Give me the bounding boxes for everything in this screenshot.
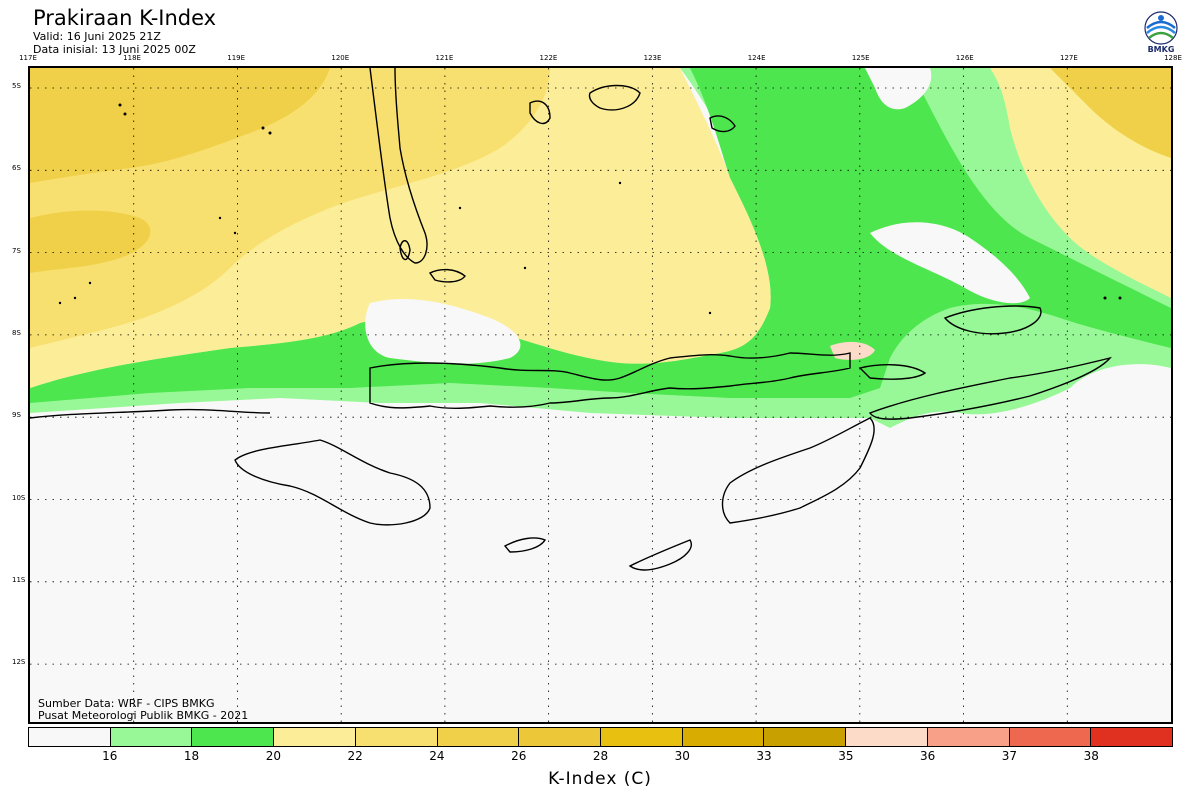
buton-island [428, 268, 466, 283]
colorbar-tick-label: 36 [920, 749, 936, 763]
banggai-island [529, 100, 551, 125]
ambon-island [709, 115, 736, 133]
colorbar-cell [519, 728, 602, 746]
colorbar-tick-label: 33 [756, 749, 772, 763]
colorbar-tick-label: 38 [1083, 749, 1099, 763]
k-index-map [30, 68, 1171, 722]
yellow-mid-zone [30, 68, 330, 183]
colorbar-cell [846, 728, 928, 746]
yellow-mid-zone-2 [30, 210, 151, 273]
colorbar-tick-label: 35 [838, 749, 854, 763]
colorbar-cell [355, 728, 438, 746]
yellow-northeast-zone-2 [1050, 68, 1171, 158]
alor-island [858, 364, 927, 380]
logo-label: BMKG [1147, 45, 1175, 54]
south-coast [30, 408, 271, 419]
peach-patch [830, 341, 875, 360]
sumba-island [234, 439, 431, 526]
colorbar-tick-label: 18 [183, 749, 200, 763]
lon-tick-label: 122E [539, 54, 558, 62]
lon-tick-label: 119E [227, 54, 246, 62]
data-source: Sumber Data: WRF - CIPS BMKG [38, 697, 215, 710]
colorbar-cell [1091, 728, 1173, 746]
savu-island [503, 537, 547, 553]
lon-tick-label: 121E [435, 54, 454, 62]
colorbar-cell [927, 728, 1010, 746]
lon-tick-label: 128E [1164, 54, 1182, 62]
lat-tick-label: 10S [12, 493, 26, 502]
lat-tick-label: 7S [12, 246, 21, 255]
colorbar-cell [764, 728, 847, 746]
credit-line: Pusat Meteorologi Publik BMKG - 2021 [38, 709, 249, 722]
white-patch-south [365, 298, 521, 364]
colorbar-cell [1009, 728, 1092, 746]
australia-coast [868, 356, 1112, 420]
lon-tick-label: 127E [1060, 54, 1078, 62]
buru-island [588, 84, 641, 111]
colorbar-cell [274, 728, 356, 746]
lon-tick-label: 124E [747, 54, 766, 62]
lat-tick-label: 12S [12, 658, 26, 667]
colorbar-tick-label: 20 [265, 749, 281, 763]
lon-tick-label: 123E [643, 54, 662, 62]
white-patch-north [865, 68, 932, 110]
sulawesi-coast [369, 68, 428, 264]
colorbar-tick-label: 22 [347, 749, 363, 763]
lat-tick-label: 6S [12, 164, 21, 173]
initial-data-time: Data inisial: 13 Juni 2025 00Z [33, 43, 196, 56]
colorbar-tick-label: 28 [592, 749, 609, 763]
lon-tick-label: 118E [123, 54, 141, 62]
lat-tick-label: 11S [12, 575, 26, 584]
colorbar-cell [192, 728, 275, 746]
colorbar-tick-label: 24 [429, 749, 445, 763]
map-title: Prakiraan K-Index [33, 6, 217, 30]
colorbar-tick-label: 16 [102, 749, 118, 763]
lon-tick-label: 120E [331, 54, 350, 62]
white-patch-east [870, 222, 1030, 304]
timor-island [721, 417, 875, 524]
colorbar-title: K-Index (C) [548, 769, 652, 789]
rote-island [628, 539, 692, 571]
coastlines [30, 68, 1112, 571]
selayar-island [399, 240, 411, 261]
lon-tick-label: 126E [955, 54, 974, 62]
k-index-colorbar [28, 727, 1173, 747]
wetar-island [943, 305, 1042, 335]
green-zone [30, 68, 1171, 403]
small-islands [58, 103, 1122, 315]
colorbar-cell [29, 728, 111, 746]
map-panel [28, 66, 1173, 724]
lat-tick-label: 5S [12, 82, 21, 90]
colorbar-cell [437, 728, 520, 746]
lon-tick-label: 117E [19, 54, 37, 62]
colorbar-cell [601, 728, 683, 746]
lat-tick-label: 8S [12, 328, 21, 337]
valid-time: Valid: 16 Juni 2025 21Z [33, 30, 161, 43]
lon-tick-label: 125E [851, 54, 870, 62]
colorbar-tick-label: 26 [511, 749, 527, 763]
flores-island [369, 352, 851, 409]
lat-tick-label: 9S [12, 411, 21, 420]
colorbar-tick-label: 37 [1001, 749, 1018, 763]
bmkg-logo-icon [1144, 11, 1178, 45]
colorbar-tick-label: 30 [674, 749, 690, 763]
colorbar-cell [110, 728, 193, 746]
colorbar-cell [682, 728, 765, 746]
